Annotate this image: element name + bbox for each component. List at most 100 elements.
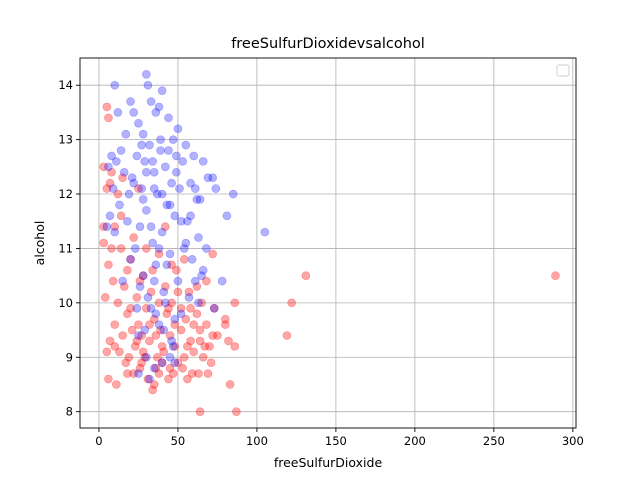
data-point-series-2: [116, 146, 126, 155]
data-point-series-1: [123, 309, 132, 319]
data-point-series-2: [154, 102, 164, 112]
data-point-series-1: [100, 293, 110, 302]
y-tick-label: 9: [66, 350, 73, 364]
data-point-series-1: [113, 298, 123, 308]
data-point-series-1: [104, 260, 113, 270]
data-point-series-2: [173, 124, 183, 134]
data-point-series-1: [138, 347, 148, 357]
x-tick-label: 150: [325, 434, 347, 448]
data-point-series-1: [102, 347, 112, 357]
data-point-series-1: [187, 369, 197, 378]
data-point-series-2: [189, 151, 199, 161]
data-point-series-1: [205, 342, 214, 351]
data-point-series-1: [99, 162, 108, 172]
data-point-series-2: [154, 244, 164, 253]
data-point-series-2: [195, 195, 205, 204]
data-point-series-2: [138, 129, 148, 139]
data-point-series-2: [126, 255, 135, 264]
data-point-series-1: [203, 369, 213, 378]
data-point-series-1: [165, 363, 175, 373]
data-point-series-1: [161, 282, 170, 291]
data-point-series-1: [157, 358, 167, 368]
data-point-series-1: [105, 336, 115, 346]
y-tick-label: 10: [58, 296, 73, 310]
data-point-series-1: [113, 189, 123, 199]
data-point-series-1: [149, 380, 159, 389]
data-point-series-2: [211, 184, 221, 193]
data-point-series-2: [176, 216, 186, 226]
data-point-series-2: [132, 303, 142, 313]
data-point-series-1: [149, 314, 159, 324]
data-point-series-2: [173, 276, 183, 286]
data-point-series-2: [107, 151, 116, 161]
data-point-series-2: [146, 97, 156, 106]
data-point-series-1: [104, 374, 113, 384]
x-tick-label: 200: [404, 434, 426, 448]
data-point-series-1: [124, 352, 134, 362]
data-point-series-2: [164, 113, 173, 123]
data-point-series-2: [129, 108, 139, 117]
data-point-series-1: [173, 287, 183, 297]
data-point-series-1: [130, 342, 140, 351]
data-point-series-2: [151, 309, 161, 319]
data-point-series-1: [132, 336, 142, 346]
data-point-series-1: [170, 320, 180, 329]
data-point-series-2: [168, 135, 178, 144]
chart-title: freeSulfurDioxidevsalcohol: [231, 36, 425, 52]
data-point-series-1: [134, 320, 143, 329]
data-point-series-2: [118, 276, 127, 286]
data-point-series-2: [165, 200, 175, 210]
data-point-series-1: [157, 342, 167, 351]
data-point-series-2: [145, 374, 154, 384]
data-point-series-2: [170, 314, 180, 324]
data-point-series-2: [162, 260, 172, 270]
data-point-series-1: [181, 314, 191, 324]
data-point-series-2: [146, 222, 156, 231]
data-point-series-1: [99, 222, 108, 231]
data-point-series-1: [102, 184, 112, 193]
data-point-series-2: [112, 157, 121, 166]
x-axis-label: freeSulfurDioxide: [274, 455, 383, 470]
data-point-series-1: [195, 336, 205, 346]
y-axis-label: alcohol: [32, 221, 47, 266]
data-point-series-2: [183, 216, 192, 226]
data-point-series-2: [228, 189, 238, 199]
data-point-series-2: [140, 325, 150, 335]
data-point-series-1: [164, 374, 173, 384]
y-tick-label: 12: [58, 187, 73, 201]
data-point-series-2: [194, 298, 203, 308]
data-point-series-2: [197, 271, 206, 280]
data-point-series-2: [121, 129, 131, 139]
data-point-series-1: [208, 249, 217, 259]
data-point-series-2: [157, 189, 167, 199]
data-point-series-2: [181, 140, 191, 150]
data-point-series-2: [162, 200, 172, 210]
data-point-series-1: [221, 314, 230, 324]
data-point-series-2: [208, 173, 217, 183]
data-point-series-2: [186, 211, 195, 221]
data-point-series-2: [157, 227, 167, 237]
data-point-series-1: [189, 320, 199, 329]
data-point-series-1: [142, 303, 151, 313]
data-point-series-2: [142, 70, 151, 79]
data-point-series-1: [172, 265, 181, 275]
data-point-series-2: [145, 140, 154, 150]
data-point-series-2: [161, 162, 170, 172]
data-point-series-1: [104, 113, 113, 123]
data-point-series-2: [151, 108, 161, 117]
data-point-series-1: [123, 265, 132, 275]
data-point-series-1: [202, 276, 211, 286]
data-point-series-1: [167, 298, 176, 308]
data-point-series-2: [135, 222, 145, 231]
data-point-series-2: [135, 282, 145, 291]
data-point-series-1: [107, 167, 116, 177]
data-point-series-1: [184, 287, 194, 297]
data-point-series-2: [187, 255, 197, 264]
data-point-series-1: [142, 244, 151, 253]
data-point-series-1: [126, 303, 135, 313]
data-point-series-2: [175, 184, 184, 193]
y-tick-label: 11: [58, 241, 73, 255]
data-point-series-1: [221, 320, 230, 329]
data-point-series-2: [124, 189, 134, 199]
